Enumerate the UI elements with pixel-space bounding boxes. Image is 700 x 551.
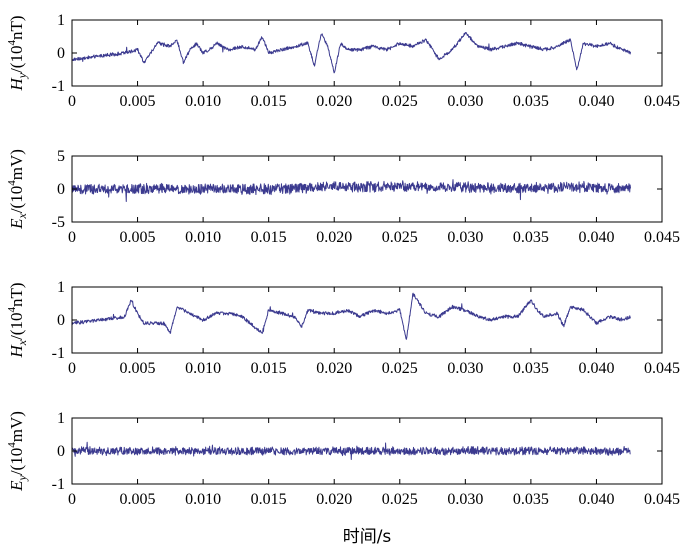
x-tick-label: 0.010 — [185, 360, 221, 377]
x-tick-label: 0.035 — [513, 229, 549, 246]
y-axis-title: Ex/(104mV) — [6, 149, 29, 230]
y-tick-label: -1 — [52, 78, 65, 95]
series-trace — [72, 292, 631, 340]
y-axis-title: Hy/(104nT) — [6, 15, 29, 91]
x-tick-label: 0.030 — [447, 360, 483, 377]
x-tick-label: 0 — [68, 360, 76, 377]
x-tick-label: 0.045 — [644, 491, 680, 508]
x-tick-label: 0.010 — [185, 491, 221, 508]
x-tick-label: 0.020 — [316, 360, 352, 377]
y-tick-label: 0 — [57, 312, 65, 329]
panel-4: 0 0.005 0.010 0.015 0.020 0.025 0.030 0.035 0.04… — [6, 410, 680, 508]
series-trace — [72, 179, 632, 202]
x-tick-label: 0.005 — [120, 491, 156, 508]
x-tick-label: 0.020 — [316, 491, 352, 508]
x-tick-label: 0 — [68, 93, 76, 110]
x-tick-label: 0.015 — [251, 491, 287, 508]
x-tick-label: 0.030 — [447, 491, 483, 508]
x-tick-label: 0.040 — [578, 229, 614, 246]
y-tick-label: 0 — [57, 443, 65, 460]
x-tick-label: 0.015 — [251, 360, 287, 377]
series-trace — [72, 32, 632, 74]
y-tick-label: -1 — [52, 476, 65, 493]
x-tick-label: 0.005 — [120, 229, 156, 246]
x-tick-label: 0.045 — [644, 93, 680, 110]
x-axis-title: 时间/s — [343, 527, 392, 547]
y-tick-label: 5 — [57, 148, 65, 165]
x-tick-label: 0.010 — [185, 229, 221, 246]
y-tick-label: 1 — [57, 279, 65, 296]
y-tick-label: 0 — [57, 181, 65, 198]
x-tick-label: 0.045 — [644, 229, 680, 246]
y-axis-title: Hx/(104nT) — [6, 282, 29, 358]
y-tick-label: 1 — [57, 12, 65, 29]
x-tick-label: 0 — [68, 229, 76, 246]
x-tick-label: 0.020 — [316, 229, 352, 246]
x-tick-label: 0.020 — [316, 93, 352, 110]
x-tick-label: 0.030 — [447, 229, 483, 246]
panel-2: 0 0.005 0.010 0.015 0.020 0.025 0.030 0.035 0.04… — [6, 148, 680, 246]
x-tick-label: 0.025 — [382, 491, 418, 508]
x-tick-label: 0.025 — [382, 93, 418, 110]
panel-1: 0 0.005 0.010 0.015 0.020 0.025 0.030 0.035 0.04… — [6, 12, 680, 110]
x-tick-label: 0.010 — [185, 93, 221, 110]
x-tick-label: 0.035 — [513, 93, 549, 110]
x-tick-label: 0.005 — [120, 93, 156, 110]
x-tick-label: 0.025 — [382, 360, 418, 377]
x-tick-label: 0.005 — [120, 360, 156, 377]
y-tick-label: -5 — [52, 214, 65, 231]
x-tick-label: 0.035 — [513, 491, 549, 508]
y-tick-label: -1 — [52, 345, 65, 362]
x-tick-label: 0.025 — [382, 229, 418, 246]
x-tick-label: 0.045 — [644, 360, 680, 377]
plot-frame — [71, 286, 663, 354]
x-tick-label: 0.040 — [578, 93, 614, 110]
panel-3: 0 0.005 0.010 0.015 0.020 0.025 0.030 0.035 0.04… — [6, 279, 680, 377]
x-tick-label: 0.030 — [447, 93, 483, 110]
x-tick-label: 0.040 — [578, 360, 614, 377]
y-axis-title: Ey/(104mV) — [6, 411, 29, 492]
x-tick-label: 0.035 — [513, 360, 549, 377]
x-tick-label: 0.015 — [251, 93, 287, 110]
y-tick-label: 0 — [57, 45, 65, 62]
x-tick-label: 0 — [68, 491, 76, 508]
x-tick-label: 0.015 — [251, 229, 287, 246]
series-trace — [72, 441, 631, 460]
x-tick-label: 0.040 — [578, 491, 614, 508]
y-tick-label: 1 — [57, 410, 65, 427]
